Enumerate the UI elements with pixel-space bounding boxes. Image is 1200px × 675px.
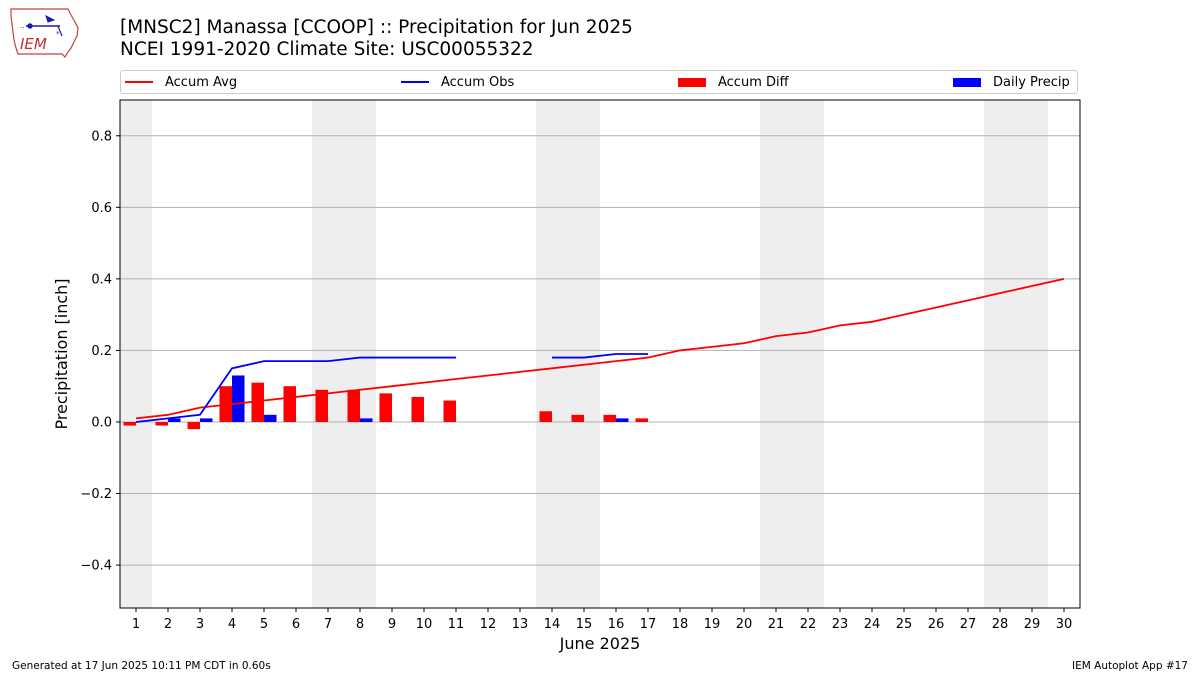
y-tick-label: 0.8 xyxy=(91,129,112,144)
x-tick-label: 11 xyxy=(448,617,465,632)
weekend-band-2 xyxy=(312,100,376,608)
accum-diff-bar xyxy=(379,393,392,422)
y-tick-label: 0.6 xyxy=(91,201,112,216)
x-tick-label: 13 xyxy=(512,617,529,632)
svg-text:..: .. xyxy=(20,22,24,30)
y-tick-label: 0.0 xyxy=(91,415,112,430)
legend-item-accum-avg: Accum Avg xyxy=(125,71,237,93)
daily-precip-bar xyxy=(360,418,373,422)
accum-diff-bar xyxy=(123,421,136,426)
legend-swatch-daily-precip xyxy=(953,77,981,87)
accum-diff-bar xyxy=(603,414,616,422)
chart-legend: Accum Avg Accum Obs Accum Diff Daily Pre… xyxy=(120,70,1078,94)
legend-label-accum-avg: Accum Avg xyxy=(165,74,238,90)
accum-diff-bar xyxy=(283,386,296,422)
accum-diff-bar xyxy=(443,400,456,422)
x-tick-label: 1 xyxy=(132,617,140,632)
accum-diff-bar xyxy=(155,421,168,426)
x-axis-label: June 2025 xyxy=(559,634,641,653)
y-tick-label: 0.4 xyxy=(91,272,112,287)
x-tick-label: 26 xyxy=(928,617,945,632)
x-tick-label: 8 xyxy=(356,617,364,632)
x-tick-label: 3 xyxy=(196,617,204,632)
x-tick-label: 10 xyxy=(416,617,433,632)
x-tick-label: 20 xyxy=(736,617,753,632)
weekend-band-3 xyxy=(536,100,600,608)
weekend-band-1 xyxy=(120,100,152,608)
x-tick-label: 7 xyxy=(324,617,332,632)
x-tick-label: 22 xyxy=(800,617,817,632)
legend-label-accum-obs: Accum Obs xyxy=(441,74,515,90)
x-tick-label: 30 xyxy=(1056,617,1073,632)
x-tick-label: 15 xyxy=(576,617,593,632)
accum-diff-bar xyxy=(411,396,424,422)
x-tick-label: 29 xyxy=(1024,617,1041,632)
x-tick-label: 28 xyxy=(992,617,1009,632)
legend-item-accum-diff: Accum Diff xyxy=(678,71,789,93)
svg-text:*: * xyxy=(56,30,60,38)
accum-obs-line-2 xyxy=(552,353,648,359)
x-tick-label: 21 xyxy=(768,617,785,632)
accum-avg-line xyxy=(135,277,1065,420)
x-tick-label: 14 xyxy=(544,617,561,632)
chart-subtitle: NCEI 1991-2020 Climate Site: USC00055322 xyxy=(120,39,534,60)
chart-title: [MNSC2] Manassa [CCOOP] :: Precipitation… xyxy=(120,17,633,38)
iem-logo: .. * IEM xyxy=(10,8,79,58)
x-tick-label: 5 xyxy=(260,617,268,632)
x-tick-label: 9 xyxy=(388,617,396,632)
x-tick-label: 24 xyxy=(864,617,881,632)
legend-item-daily-precip: Daily Precip xyxy=(953,71,1070,93)
accum-diff-bar xyxy=(539,411,552,422)
accum-diff-bar xyxy=(571,414,584,422)
daily-precip-bar xyxy=(616,418,629,422)
weather-symbols-icon: .. * xyxy=(20,15,63,38)
weekend-band-5 xyxy=(984,100,1048,608)
x-tick-label: 6 xyxy=(292,617,300,632)
legend-item-accum-obs: Accum Obs xyxy=(401,71,514,93)
weekend-band-4 xyxy=(760,100,824,608)
x-tick-label: 19 xyxy=(704,617,721,632)
x-tick-label: 12 xyxy=(480,617,497,632)
accum-diff-bar xyxy=(251,382,264,422)
x-tick-label: 4 xyxy=(228,617,236,632)
accum-diff-bar xyxy=(635,418,648,422)
y-tick-label: 0.2 xyxy=(91,344,112,359)
x-tick-label: 27 xyxy=(960,617,977,632)
y-tick-label: −0.4 xyxy=(80,559,112,574)
x-tick-label: 25 xyxy=(896,617,913,632)
x-tick-label: 17 xyxy=(640,617,657,632)
accum-diff-bar xyxy=(187,421,200,430)
x-tick-label: 2 xyxy=(164,617,172,632)
legend-swatch-accum-avg xyxy=(125,81,153,83)
accum-diff-bar xyxy=(347,389,360,422)
daily-precip-bar xyxy=(264,414,277,422)
x-tick-label: 23 xyxy=(832,617,849,632)
accum-diff-bar xyxy=(315,389,328,422)
logo-text: IEM xyxy=(20,35,47,53)
y-tick-label: −0.2 xyxy=(80,487,112,502)
daily-precip-bar xyxy=(232,375,245,422)
legend-label-daily-precip: Daily Precip xyxy=(993,74,1070,90)
generated-timestamp: Generated at 17 Jun 2025 10:11 PM CDT in… xyxy=(12,660,271,672)
daily-precip-bar xyxy=(200,418,213,422)
legend-swatch-accum-obs xyxy=(401,81,429,83)
accum-obs-line-1 xyxy=(135,356,456,423)
daily-precip-bar xyxy=(168,418,181,422)
autoplot-app-label: IEM Autoplot App #17 xyxy=(1072,660,1188,672)
y-axis-label: Precipitation [inch] xyxy=(52,278,71,429)
x-tick-label: 16 xyxy=(608,617,625,632)
iowa-state-outline xyxy=(10,8,79,58)
legend-swatch-accum-diff xyxy=(678,77,706,87)
x-tick-label: 18 xyxy=(672,617,689,632)
legend-label-accum-diff: Accum Diff xyxy=(718,74,789,90)
plot-frame xyxy=(119,99,1081,609)
